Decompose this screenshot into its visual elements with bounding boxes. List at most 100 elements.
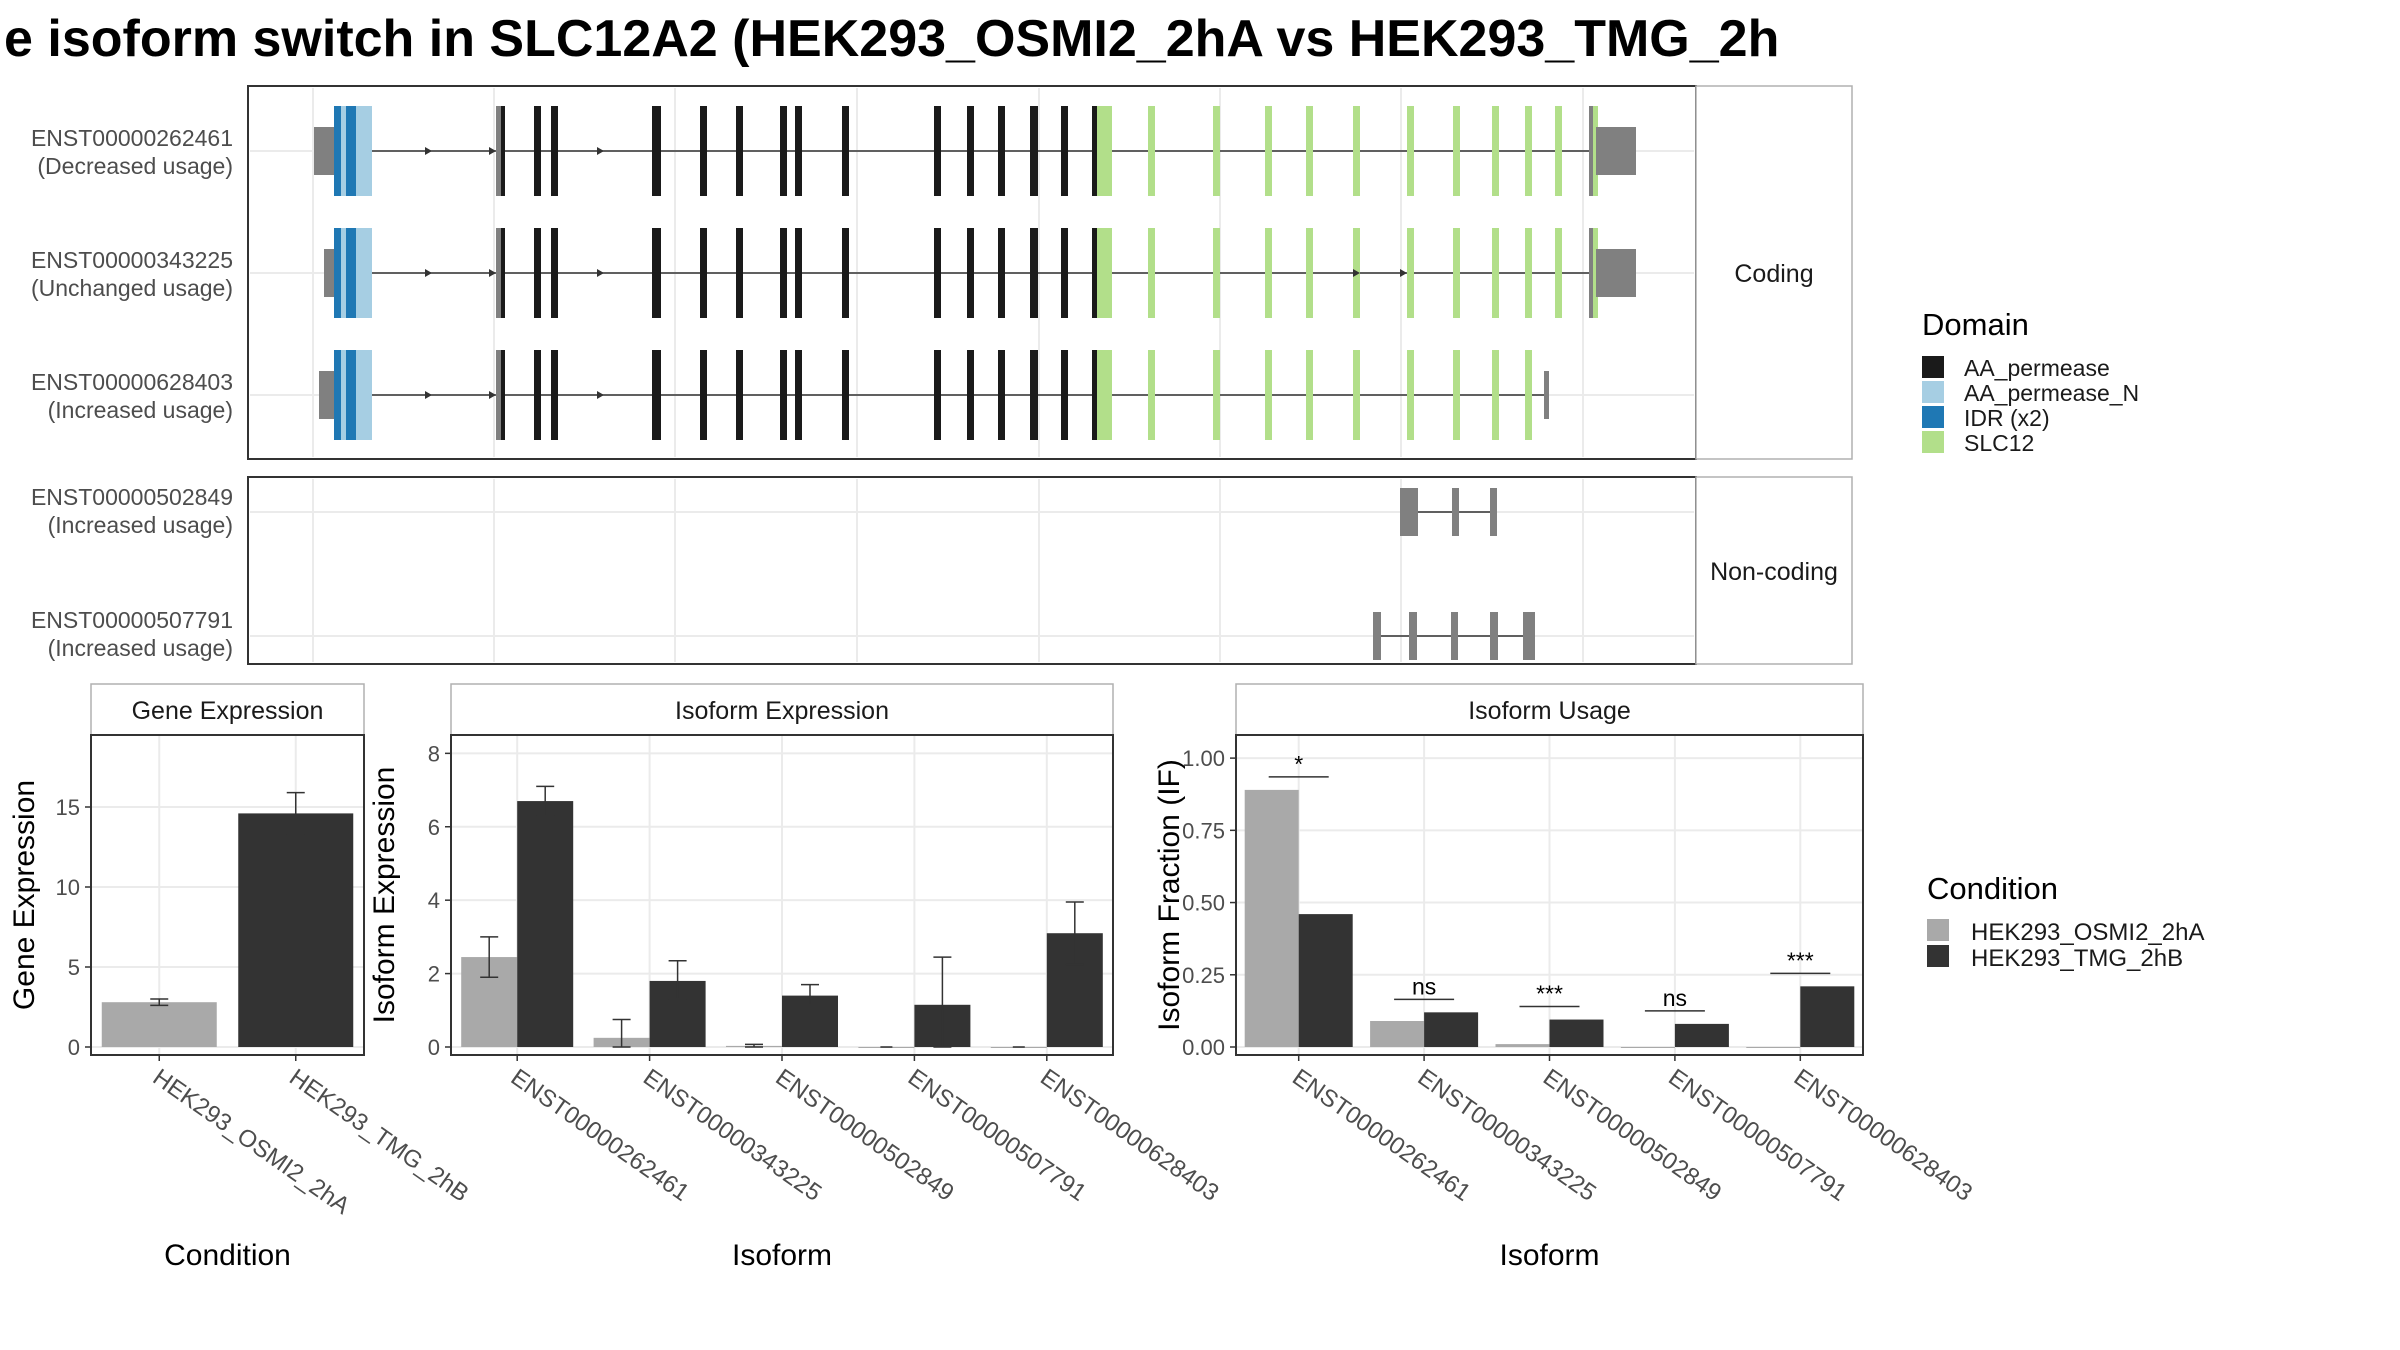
domain-aa-permease bbox=[934, 350, 941, 440]
y-tick-label: 2 bbox=[428, 962, 440, 987]
domain-slc12 bbox=[1213, 350, 1220, 440]
domain-slc12 bbox=[1265, 106, 1272, 196]
exon-block bbox=[1400, 488, 1418, 536]
utr-block bbox=[319, 371, 334, 419]
significance-label: ns bbox=[1412, 973, 1436, 999]
exon-block bbox=[1373, 612, 1381, 660]
transcript-tracks bbox=[314, 106, 1636, 660]
domain-aa-permease bbox=[652, 106, 661, 196]
domain-aa-permease bbox=[501, 350, 505, 440]
legend-key-aa-permease bbox=[1922, 356, 1944, 378]
domain-aa-permease bbox=[1061, 106, 1068, 196]
domain-slc12 bbox=[1407, 106, 1414, 196]
domain-slc12 bbox=[1213, 106, 1220, 196]
domain-legend-title: Domain bbox=[1922, 307, 2029, 342]
isoform-usage-panel: Isoform Usage * ns *** ns *** 0.00 0.25 0.50 0.75… bbox=[1153, 683, 1977, 1272]
x-axis-title: Isoform bbox=[1499, 1239, 1599, 1272]
domain-slc12 bbox=[1265, 228, 1272, 318]
exon-block bbox=[1589, 106, 1593, 196]
legend-label: IDR (x2) bbox=[1964, 405, 2050, 431]
y-tick-label: 15 bbox=[56, 795, 80, 820]
domain-aa-permease bbox=[551, 350, 558, 440]
track-label-id: ENST00000343225 bbox=[31, 247, 233, 273]
strand-arrow bbox=[597, 147, 604, 155]
domain-slc12 bbox=[1104, 106, 1112, 196]
significance-label: * bbox=[1294, 751, 1303, 777]
domain-aa-permease bbox=[534, 350, 541, 440]
domain-aa-permease-n bbox=[356, 106, 361, 196]
y-tick-label: 8 bbox=[428, 741, 440, 766]
domain-aa-permease bbox=[998, 350, 1005, 440]
y-tick-label: 6 bbox=[428, 815, 440, 840]
domain-slc12 bbox=[1353, 106, 1360, 196]
exon-block bbox=[1409, 612, 1417, 660]
y-axis-title: Isoform Expression bbox=[368, 767, 401, 1024]
bar bbox=[1495, 1044, 1550, 1047]
domain-aa-permease bbox=[1092, 228, 1097, 318]
exon-block bbox=[1451, 612, 1458, 660]
bar bbox=[238, 813, 354, 1047]
domain-slc12 bbox=[1097, 228, 1105, 318]
strand-arrow bbox=[1400, 269, 1407, 277]
transcript-structure-panel: Coding Non-coding ENST00000262461 (Decre… bbox=[31, 85, 1853, 665]
track-label-id: ENST00000628403 bbox=[31, 369, 233, 395]
panel-title: Gene Expression bbox=[132, 697, 324, 725]
domain-aa-permease bbox=[998, 106, 1005, 196]
y-tick-label: 1.00 bbox=[1182, 746, 1225, 771]
domain-aa-permease bbox=[1030, 350, 1038, 440]
domain-slc12 bbox=[1097, 350, 1105, 440]
track-label-usage: (Increased usage) bbox=[48, 512, 233, 538]
legend-label: SLC12 bbox=[1964, 430, 2034, 456]
domain-aa-permease bbox=[842, 228, 849, 318]
strand-arrow bbox=[425, 147, 432, 155]
coding-strip bbox=[1695, 85, 1853, 460]
domain-slc12 bbox=[1148, 228, 1155, 318]
domain-slc12 bbox=[1407, 350, 1414, 440]
legend-key-osmi2 bbox=[1927, 919, 1949, 941]
domain-aa-permease-n bbox=[361, 350, 372, 440]
domain-aa-permease bbox=[700, 106, 707, 196]
domain-slc12 bbox=[1492, 106, 1499, 196]
domain-legend: Domain AA_permease AA_permease_N IDR (x2… bbox=[1922, 307, 2139, 456]
y-axis-title: Gene Expression bbox=[8, 780, 41, 1010]
y-tick-label: 5 bbox=[68, 955, 80, 980]
domain-slc12 bbox=[1590, 228, 1598, 318]
domain-aa-permease bbox=[652, 228, 661, 318]
domain-slc12 bbox=[1453, 350, 1460, 440]
domain-aa-permease bbox=[1030, 228, 1038, 318]
domain-aa-permease bbox=[795, 106, 802, 196]
figure-title: e isoform switch in SLC12A2 (HEK293_OSMI… bbox=[4, 10, 1779, 68]
noncoding-strip bbox=[1695, 476, 1853, 665]
transcript-track bbox=[324, 228, 1636, 318]
domain-aa-permease bbox=[998, 228, 1005, 318]
utr-block bbox=[324, 249, 334, 297]
domain-slc12 bbox=[1453, 228, 1460, 318]
bar bbox=[1746, 1047, 1801, 1048]
domain-aa-permease-n bbox=[361, 228, 372, 318]
isoform-expression-panel: Isoform Expression02468ENST00000262461EN… bbox=[368, 683, 1224, 1272]
domain-aa-permease bbox=[534, 228, 541, 318]
bar bbox=[1674, 1023, 1729, 1047]
exon-block bbox=[1452, 488, 1459, 536]
panel-strip bbox=[450, 683, 1114, 736]
exon-block bbox=[496, 350, 503, 440]
domain-aa-permease bbox=[934, 228, 941, 318]
domain-aa-permease bbox=[736, 106, 743, 196]
y-tick-label: 0 bbox=[428, 1035, 440, 1060]
y-tick-label: 0.75 bbox=[1182, 818, 1225, 843]
domain-aa-permease bbox=[934, 106, 941, 196]
domain-aa-permease bbox=[501, 106, 505, 196]
track-label-id: ENST00000507791 bbox=[31, 607, 233, 633]
domain-slc12 bbox=[1148, 350, 1155, 440]
exon-block bbox=[1490, 488, 1497, 536]
domain-slc12 bbox=[1525, 106, 1532, 196]
legend-key-tmg bbox=[1927, 945, 1949, 967]
significance-label: *** bbox=[1536, 981, 1563, 1007]
domain-slc12 bbox=[1353, 350, 1360, 440]
domain-slc12 bbox=[1306, 350, 1313, 440]
x-axis-title: Isoform bbox=[732, 1239, 832, 1272]
y-tick-label: 10 bbox=[56, 875, 80, 900]
domain-slc12 bbox=[1555, 106, 1562, 196]
significance-label: *** bbox=[1787, 947, 1814, 973]
domain-slc12 bbox=[1265, 350, 1272, 440]
